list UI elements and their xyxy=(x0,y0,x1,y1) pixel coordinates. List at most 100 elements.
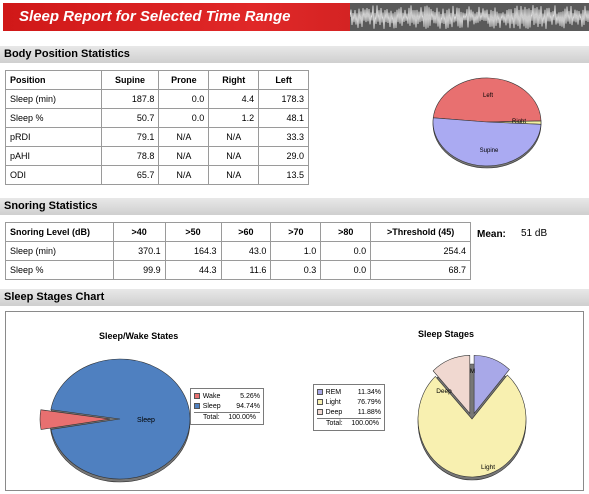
pie-label-supine: Supine xyxy=(480,148,499,154)
table-header-row: Snoring Level (dB) >40 >50 >60 >70 >80 >… xyxy=(5,222,471,242)
pie-slice-supine xyxy=(432,117,542,167)
pie-label-left: Left xyxy=(483,93,493,99)
column-header: >Threshold (45) xyxy=(370,222,471,242)
table-cell: 0.0 xyxy=(158,89,210,109)
table-cell: 187.8 xyxy=(100,89,160,109)
sleep-wake-pie-chart: WakeSleep xyxy=(39,358,191,483)
pie-label-right: Right xyxy=(512,119,526,125)
pie-slice-deep xyxy=(432,355,471,415)
row-label: Sleep (min) xyxy=(5,89,102,109)
pie-label-deep: Deep xyxy=(436,388,452,395)
table-cell: 78.8 xyxy=(100,146,160,166)
pie-slice-sleep xyxy=(50,358,191,480)
legend-total-label: Total: xyxy=(203,414,220,421)
report-banner: Sleep Report for Selected Time Range xyxy=(0,0,589,34)
column-header: >70 xyxy=(270,222,322,242)
legend-total-value: 100.00% xyxy=(351,420,379,427)
table-cell: 4.4 xyxy=(208,89,260,109)
snoring-mean-label: Mean: xyxy=(477,229,506,240)
column-header: Snoring Level (dB) xyxy=(5,222,114,242)
pie-label-sleep: Sleep xyxy=(137,417,155,424)
table-cell: N/A xyxy=(158,146,210,166)
waveform-graphic xyxy=(350,3,589,31)
legend-total: Total: 100.00% xyxy=(317,418,381,428)
legend-swatch xyxy=(194,393,200,399)
body-position-table: Position Supine Prone Right Left Sleep (… xyxy=(5,70,309,185)
row-label: Sleep (min) xyxy=(5,241,114,261)
legend-value: 11.88% xyxy=(357,408,381,416)
legend-item: Deep 11.88% xyxy=(317,407,381,417)
row-label: Sleep % xyxy=(5,260,114,280)
section-title: Snoring Statistics xyxy=(4,200,98,212)
legend-swatch xyxy=(317,389,323,395)
legend-label: Deep xyxy=(325,408,343,416)
table-cell: 65.7 xyxy=(100,165,160,185)
banner-red-strip xyxy=(3,3,365,31)
row-label: pRDI xyxy=(5,127,102,147)
table-cell: 79.1 xyxy=(100,127,160,147)
body-position-pie-chart: Left Right Supine xyxy=(432,77,542,169)
legend-item: Light 76.79% xyxy=(317,397,381,407)
column-header: >40 xyxy=(112,222,166,242)
pie-slice-wake xyxy=(39,409,111,430)
table-cell: 11.6 xyxy=(220,260,272,280)
sleep-stages-pie-chart: REMLightDeep xyxy=(417,355,527,481)
table-cell: N/A xyxy=(208,146,260,166)
legend-item: REM 11.34% xyxy=(317,387,381,397)
snoring-mean-value: 51 dB xyxy=(521,228,548,239)
table-cell: 43.0 xyxy=(220,241,272,261)
table-cell: N/A xyxy=(158,127,210,147)
row-label: Sleep % xyxy=(5,108,102,128)
sleep-stages-chart-title: Sleep Stages xyxy=(418,329,475,339)
pie-slice-light xyxy=(417,374,527,478)
sleep-wake-legend: Wake 5.26% Sleep 94.74% Total: 100.00% xyxy=(190,388,264,425)
table-cell: 50.7 xyxy=(100,108,160,128)
snoring-table: Snoring Level (dB) >40 >50 >60 >70 >80 >… xyxy=(5,222,471,280)
column-header: >80 xyxy=(320,222,372,242)
table-cell: 99.9 xyxy=(112,260,166,280)
legend-swatch xyxy=(317,399,323,405)
pie-label-light: Light xyxy=(481,464,495,471)
column-header: Left xyxy=(258,70,309,90)
column-header: Supine xyxy=(100,70,160,90)
table-cell: 33.3 xyxy=(258,127,309,147)
body-position-section-header: Body Position Statistics xyxy=(0,46,589,63)
table-cell: 29.0 xyxy=(258,146,309,166)
column-header: >60 xyxy=(220,222,272,242)
table-row: pAHI 78.8 N/A N/A 29.0 xyxy=(5,146,309,166)
column-header: >50 xyxy=(164,222,222,242)
sleep-stages-legend: REM 11.34% Light 76.79% Deep 11.88% Total: 100.… xyxy=(313,384,385,431)
table-cell: 68.7 xyxy=(370,260,471,280)
table-row: ODI 65.7 N/A N/A 13.5 xyxy=(5,165,309,185)
table-row: Sleep % 50.7 0.0 1.2 48.1 xyxy=(5,108,309,128)
table-cell: 0.3 xyxy=(270,260,322,280)
row-label: pAHI xyxy=(5,146,102,166)
column-header: Position xyxy=(5,70,102,90)
table-cell: 0.0 xyxy=(320,241,372,261)
table-cell: 0.0 xyxy=(320,260,372,280)
pie-slice-rem xyxy=(473,355,510,415)
table-cell: N/A xyxy=(208,127,260,147)
row-label: ODI xyxy=(5,165,102,185)
legend-total: Total: 100.00% xyxy=(194,412,260,422)
legend-swatch xyxy=(194,403,200,409)
snoring-section-header: Snoring Statistics xyxy=(0,198,589,215)
table-cell: 164.3 xyxy=(164,241,222,261)
table-cell: N/A xyxy=(158,165,210,185)
legend-value: 76.79% xyxy=(357,398,381,406)
sleep-stages-section-header: Sleep Stages Chart xyxy=(0,289,589,306)
table-cell: N/A xyxy=(208,165,260,185)
column-header: Right xyxy=(208,70,260,90)
table-cell: 254.4 xyxy=(370,241,471,261)
legend-total-value: 100.00% xyxy=(228,414,256,421)
table-header-row: Position Supine Prone Right Left xyxy=(5,70,309,90)
table-row: Sleep (min) 370.1 164.3 43.0 1.0 0.0 254.4 xyxy=(5,241,471,261)
table-cell: 1.2 xyxy=(208,108,260,128)
table-cell: 48.1 xyxy=(258,108,309,128)
table-cell: 13.5 xyxy=(258,165,309,185)
section-title: Body Position Statistics xyxy=(4,48,130,60)
pie-slice-left xyxy=(432,77,542,123)
sleep-wake-chart-title: Sleep/Wake States xyxy=(99,331,179,341)
table-cell: 370.1 xyxy=(112,241,166,261)
table-cell: 178.3 xyxy=(258,89,309,109)
